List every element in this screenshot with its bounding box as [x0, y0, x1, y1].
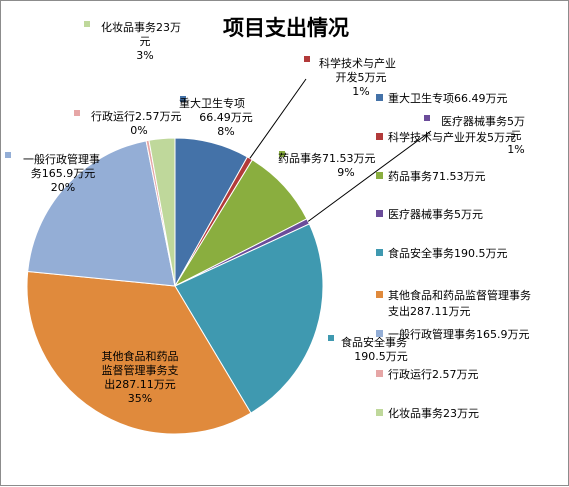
- legend-swatch: [376, 210, 383, 217]
- legend-entry: 一般行政管理事务165.9万元: [388, 327, 530, 341]
- data-label-text: 食品安全事务: [341, 335, 407, 349]
- legend-entry: 化妆品事务23万元: [388, 406, 479, 420]
- chart-title: 项目支出情况: [223, 15, 349, 40]
- legend-swatch: [376, 94, 383, 101]
- data-label-text: 务165.9万元: [31, 167, 96, 180]
- pie-slice: [26, 270, 252, 435]
- legend-entry: 行政运行2.57万元: [388, 367, 479, 381]
- legend-swatch: [376, 291, 383, 298]
- pie-slice: [174, 223, 324, 414]
- data-label-swatch: [424, 115, 430, 121]
- legend-entry: 食品安全事务190.5万元: [388, 246, 508, 260]
- legend-entry: 其他食品和药品监督管理事务: [388, 288, 531, 302]
- data-label-text: 元: [511, 129, 522, 142]
- pie-slice: [148, 137, 176, 287]
- data-label-text: 出287.11万元: [104, 377, 176, 391]
- legend: 重大卫生专项66.49万元科学技术与产业开发5万元药品事务71.53万元医疗器械…: [376, 91, 531, 420]
- data-label-swatch: [84, 21, 90, 27]
- legend-entry: 支出287.11万元: [388, 304, 471, 318]
- data-label-text: 一般行政管理事: [23, 152, 100, 166]
- legend-swatch: [376, 370, 383, 377]
- data-label-text: 190.5万元: [354, 350, 408, 363]
- data-label-text: 医疗器械事务5万: [441, 114, 525, 128]
- leader-line: [307, 130, 432, 222]
- data-label-percent: 3%: [136, 49, 153, 62]
- legend-entry: 药品事务71.53万元: [388, 170, 486, 183]
- legend-swatch: [376, 409, 383, 416]
- data-label-text: 66.49万元: [199, 111, 253, 124]
- data-label-text: 药品事务71.53万元: [278, 152, 376, 165]
- data-label-swatch: [304, 56, 310, 62]
- leader-lines: [249, 78, 432, 222]
- data-label-swatch: [328, 335, 334, 341]
- data-label-swatch: [74, 110, 80, 116]
- legend-swatch: [376, 172, 383, 179]
- data-label-percent: 1%: [507, 143, 524, 156]
- data-label-swatch: [279, 151, 285, 157]
- legend-entry: 科学技术与产业开发5万元: [388, 130, 516, 144]
- data-label-percent: 8%: [217, 125, 234, 138]
- data-label-swatch: [180, 96, 186, 102]
- data-label-text: 行政运行2.57万元: [91, 109, 182, 123]
- pie-slice: [27, 140, 176, 287]
- pie-slice: [173, 159, 308, 288]
- data-label-percent: 35%: [128, 392, 152, 405]
- data-label-text: 科学技术与产业: [319, 56, 396, 70]
- legend-swatch: [376, 249, 383, 256]
- leader-line: [249, 78, 307, 159]
- data-label-swatch: [5, 152, 11, 158]
- legend-entry: 医疗器械事务5万元: [388, 207, 483, 221]
- pie-slices: [26, 137, 324, 435]
- legend-swatch: [376, 330, 383, 337]
- data-label-text: 其他食品和药品: [102, 349, 179, 363]
- data-label-text: 化妆品事务23万: [101, 20, 181, 34]
- data-label-text: 元: [140, 35, 151, 48]
- data-label-percent: 0%: [130, 124, 147, 137]
- data-label-percent: 20%: [51, 181, 75, 194]
- legend-swatch: [376, 133, 383, 140]
- data-label-percent: 1%: [352, 85, 369, 98]
- data-label-text: 监督管理事务支: [102, 363, 179, 377]
- legend-entry: 重大卫生专项66.49万元: [388, 91, 508, 105]
- data-label-text: 开发5万元: [336, 70, 387, 84]
- data-label-percent: 9%: [337, 166, 354, 179]
- data-labels: 重大卫生专项66.49万元8%科学技术与产业开发5万元1%药品事务71.53万元…: [5, 20, 525, 405]
- data-label-text: 重大卫生专项: [179, 96, 245, 110]
